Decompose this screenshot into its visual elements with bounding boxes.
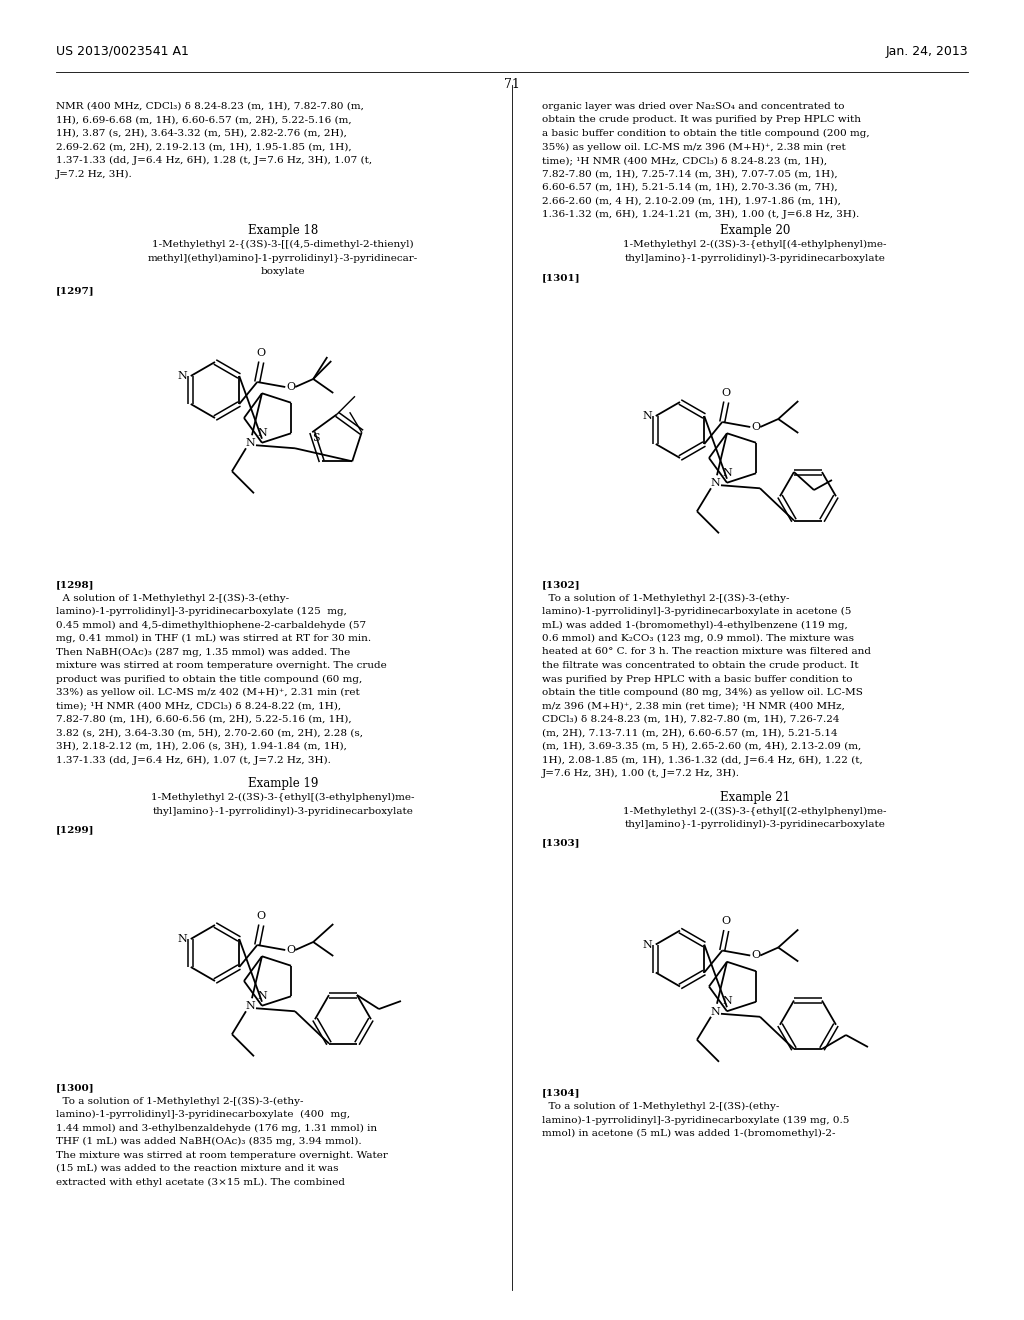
Text: mL) was added 1-(bromomethyl)-4-ethylbenzene (119 mg,: mL) was added 1-(bromomethyl)-4-ethylben… xyxy=(542,620,848,630)
Text: boxylate: boxylate xyxy=(261,267,305,276)
Text: 35%) as yellow oil. LC-MS m/z 396 (M+H)⁺, 2.38 min (ret: 35%) as yellow oil. LC-MS m/z 396 (M+H)⁺… xyxy=(542,143,846,152)
Text: To a solution of 1-Methylethyl 2-[(3S)-3-(ethy-: To a solution of 1-Methylethyl 2-[(3S)-3… xyxy=(542,594,790,603)
Text: US 2013/0023541 A1: US 2013/0023541 A1 xyxy=(56,45,188,58)
Text: methyl](ethyl)amino]-1-pyrrolidinyl}-3-pyridinecar-: methyl](ethyl)amino]-1-pyrrolidinyl}-3-p… xyxy=(147,253,418,263)
Text: N: N xyxy=(178,935,187,944)
Text: J=7.6 Hz, 3H), 1.00 (t, J=7.2 Hz, 3H).: J=7.6 Hz, 3H), 1.00 (t, J=7.2 Hz, 3H). xyxy=(542,770,740,777)
Text: O: O xyxy=(257,911,266,921)
Text: heated at 60° C. for 3 h. The reaction mixture was filtered and: heated at 60° C. for 3 h. The reaction m… xyxy=(542,648,871,656)
Text: [1302]: [1302] xyxy=(542,579,581,589)
Text: THF (1 mL) was added NaBH(OAc)₃ (835 mg, 3.94 mmol).: THF (1 mL) was added NaBH(OAc)₃ (835 mg,… xyxy=(56,1137,361,1146)
Text: Jan. 24, 2013: Jan. 24, 2013 xyxy=(886,45,968,58)
Text: [1299]: [1299] xyxy=(56,825,94,834)
Text: 6.60-6.57 (m, 1H), 5.21-5.14 (m, 1H), 2.70-3.36 (m, 7H),: 6.60-6.57 (m, 1H), 5.21-5.14 (m, 1H), 2.… xyxy=(542,183,838,191)
Text: obtain the crude product. It was purified by Prep HPLC with: obtain the crude product. It was purifie… xyxy=(542,116,861,124)
Text: obtain the title compound (80 mg, 34%) as yellow oil. LC-MS: obtain the title compound (80 mg, 34%) a… xyxy=(542,688,863,697)
Text: Then NaBH(OAc)₃ (287 mg, 1.35 mmol) was added. The: Then NaBH(OAc)₃ (287 mg, 1.35 mmol) was … xyxy=(56,648,350,656)
Text: 7.82-7.80 (m, 1H), 7.25-7.14 (m, 3H), 7.07-7.05 (m, 1H),: 7.82-7.80 (m, 1H), 7.25-7.14 (m, 3H), 7.… xyxy=(542,169,838,178)
Text: N: N xyxy=(710,1007,720,1016)
Text: 1.37-1.33 (dd, J=6.4 Hz, 6H), 1.07 (t, J=7.2 Hz, 3H).: 1.37-1.33 (dd, J=6.4 Hz, 6H), 1.07 (t, J… xyxy=(56,755,331,764)
Text: a basic buffer condition to obtain the title compound (200 mg,: a basic buffer condition to obtain the t… xyxy=(542,129,869,139)
Text: 71: 71 xyxy=(504,78,520,91)
Text: 1H), 2.08-1.85 (m, 1H), 1.36-1.32 (dd, J=6.4 Hz, 6H), 1.22 (t,: 1H), 2.08-1.85 (m, 1H), 1.36-1.32 (dd, J… xyxy=(542,755,863,764)
Text: N: N xyxy=(722,997,732,1006)
Text: organic layer was dried over Na₂SO₄ and concentrated to: organic layer was dried over Na₂SO₄ and … xyxy=(542,102,845,111)
Text: 0.45 mmol) and 4,5-dimethylthiophene-2-carbaldehyde (57: 0.45 mmol) and 4,5-dimethylthiophene-2-c… xyxy=(56,620,367,630)
Text: The mixture was stirred at room temperature overnight. Water: The mixture was stirred at room temperat… xyxy=(56,1151,388,1159)
Text: N: N xyxy=(245,438,255,449)
Text: N: N xyxy=(722,467,732,478)
Text: 33%) as yellow oil. LC-MS m/z 402 (M+H)⁺, 2.31 min (ret: 33%) as yellow oil. LC-MS m/z 402 (M+H)⁺… xyxy=(56,688,359,697)
Text: O: O xyxy=(257,348,266,358)
Text: [1298]: [1298] xyxy=(56,579,94,589)
Text: 2.66-2.60 (m, 4 H), 2.10-2.09 (m, 1H), 1.97-1.86 (m, 1H),: 2.66-2.60 (m, 4 H), 2.10-2.09 (m, 1H), 1… xyxy=(542,197,841,206)
Text: 1.36-1.32 (m, 6H), 1.24-1.21 (m, 3H), 1.00 (t, J=6.8 Hz, 3H).: 1.36-1.32 (m, 6H), 1.24-1.21 (m, 3H), 1.… xyxy=(542,210,859,219)
Text: mg, 0.41 mmol) in THF (1 mL) was stirred at RT for 30 min.: mg, 0.41 mmol) in THF (1 mL) was stirred… xyxy=(56,634,371,643)
Text: mixture was stirred at room temperature overnight. The crude: mixture was stirred at room temperature … xyxy=(56,661,387,671)
Text: J=7.2 Hz, 3H).: J=7.2 Hz, 3H). xyxy=(56,169,133,178)
Text: N: N xyxy=(257,991,267,1001)
Text: To a solution of 1-Methylethyl 2-[(3S)-(ethy-: To a solution of 1-Methylethyl 2-[(3S)-(… xyxy=(542,1102,779,1111)
Text: 1H), 6.69-6.68 (m, 1H), 6.60-6.57 (m, 2H), 5.22-5.16 (m,: 1H), 6.69-6.68 (m, 1H), 6.60-6.57 (m, 2H… xyxy=(56,116,351,124)
Text: N: N xyxy=(178,371,187,381)
Text: 1.37-1.33 (dd, J=6.4 Hz, 6H), 1.28 (t, J=7.6 Hz, 3H), 1.07 (t,: 1.37-1.33 (dd, J=6.4 Hz, 6H), 1.28 (t, J… xyxy=(56,156,372,165)
Text: 2.69-2.62 (m, 2H), 2.19-2.13 (m, 1H), 1.95-1.85 (m, 1H),: 2.69-2.62 (m, 2H), 2.19-2.13 (m, 1H), 1.… xyxy=(56,143,351,152)
Text: N: N xyxy=(643,411,652,421)
Text: CDCl₃) δ 8.24-8.23 (m, 1H), 7.82-7.80 (m, 1H), 7.26-7.24: CDCl₃) δ 8.24-8.23 (m, 1H), 7.82-7.80 (m… xyxy=(542,715,840,723)
Text: [1297]: [1297] xyxy=(56,286,94,296)
Text: 0.6 mmol) and K₂CO₃ (123 mg, 0.9 mmol). The mixture was: 0.6 mmol) and K₂CO₃ (123 mg, 0.9 mmol). … xyxy=(542,634,854,643)
Text: (15 mL) was added to the reaction mixture and it was: (15 mL) was added to the reaction mixtur… xyxy=(56,1164,339,1173)
Text: 1-Methylethyl 2-{(3S)-3-[[(4,5-dimethyl-2-thienyl): 1-Methylethyl 2-{(3S)-3-[[(4,5-dimethyl-… xyxy=(153,240,414,249)
Text: A solution of 1-Methylethyl 2-[(3S)-3-(ethy-: A solution of 1-Methylethyl 2-[(3S)-3-(e… xyxy=(56,594,289,603)
Text: 3.82 (s, 2H), 3.64-3.30 (m, 5H), 2.70-2.60 (m, 2H), 2.28 (s,: 3.82 (s, 2H), 3.64-3.30 (m, 5H), 2.70-2.… xyxy=(56,729,362,738)
Text: Example 20: Example 20 xyxy=(720,224,791,238)
Text: O: O xyxy=(287,381,296,392)
Text: 1-Methylethyl 2-((3S)-3-{ethyl[(3-ethylphenyl)me-: 1-Methylethyl 2-((3S)-3-{ethyl[(3-ethylp… xyxy=(152,793,415,803)
Text: lamino)-1-pyrrolidinyl]-3-pyridinecarboxylate in acetone (5: lamino)-1-pyrrolidinyl]-3-pyridinecarbox… xyxy=(542,607,851,616)
Text: Example 21: Example 21 xyxy=(720,791,791,804)
Text: Example 19: Example 19 xyxy=(248,777,318,789)
Text: 1H), 3.87 (s, 2H), 3.64-3.32 (m, 5H), 2.82-2.76 (m, 2H),: 1H), 3.87 (s, 2H), 3.64-3.32 (m, 5H), 2.… xyxy=(56,129,347,139)
Text: lamino)-1-pyrrolidinyl]-3-pyridinecarboxylate  (400  mg,: lamino)-1-pyrrolidinyl]-3-pyridinecarbox… xyxy=(56,1110,350,1119)
Text: time); ¹H NMR (400 MHz, CDCl₃) δ 8.24-8.22 (m, 1H),: time); ¹H NMR (400 MHz, CDCl₃) δ 8.24-8.… xyxy=(56,701,341,710)
Text: product was purified to obtain the title compound (60 mg,: product was purified to obtain the title… xyxy=(56,675,362,684)
Text: mmol) in acetone (5 mL) was added 1-(bromomethyl)-2-: mmol) in acetone (5 mL) was added 1-(bro… xyxy=(542,1129,836,1138)
Text: N: N xyxy=(245,1002,255,1011)
Text: O: O xyxy=(752,950,761,961)
Text: N: N xyxy=(257,428,267,438)
Text: thyl]amino}-1-pyrrolidinyl)-3-pyridinecarboxylate: thyl]amino}-1-pyrrolidinyl)-3-pyridineca… xyxy=(625,253,886,263)
Text: thyl]amino}-1-pyrrolidinyl)-3-pyridinecarboxylate: thyl]amino}-1-pyrrolidinyl)-3-pyridineca… xyxy=(625,820,886,829)
Text: 1-Methylethyl 2-((3S)-3-{ethyl[(2-ethylphenyl)me-: 1-Methylethyl 2-((3S)-3-{ethyl[(2-ethylp… xyxy=(624,807,887,816)
Text: 1.44 mmol) and 3-ethylbenzaldehyde (176 mg, 1.31 mmol) in: 1.44 mmol) and 3-ethylbenzaldehyde (176 … xyxy=(56,1123,377,1133)
Text: N: N xyxy=(643,940,652,949)
Text: O: O xyxy=(752,422,761,432)
Text: (m, 2H), 7.13-7.11 (m, 2H), 6.60-6.57 (m, 1H), 5.21-5.14: (m, 2H), 7.13-7.11 (m, 2H), 6.60-6.57 (m… xyxy=(542,729,838,738)
Text: N: N xyxy=(710,478,720,488)
Text: 1-Methylethyl 2-((3S)-3-{ethyl[(4-ethylphenyl)me-: 1-Methylethyl 2-((3S)-3-{ethyl[(4-ethylp… xyxy=(624,240,887,249)
Text: O: O xyxy=(287,945,296,954)
Text: NMR (400 MHz, CDCl₃) δ 8.24-8.23 (m, 1H), 7.82-7.80 (m,: NMR (400 MHz, CDCl₃) δ 8.24-8.23 (m, 1H)… xyxy=(56,102,364,111)
Text: thyl]amino}-1-pyrrolidinyl)-3-pyridinecarboxylate: thyl]amino}-1-pyrrolidinyl)-3-pyridineca… xyxy=(153,807,414,816)
Text: [1303]: [1303] xyxy=(542,838,581,847)
Text: [1304]: [1304] xyxy=(542,1089,581,1097)
Text: m/z 396 (M+H)⁺, 2.38 min (ret time); ¹H NMR (400 MHz,: m/z 396 (M+H)⁺, 2.38 min (ret time); ¹H … xyxy=(542,701,845,710)
Text: 3H), 2.18-2.12 (m, 1H), 2.06 (s, 3H), 1.94-1.84 (m, 1H),: 3H), 2.18-2.12 (m, 1H), 2.06 (s, 3H), 1.… xyxy=(56,742,347,751)
Text: O: O xyxy=(722,916,731,927)
Text: S: S xyxy=(312,433,321,444)
Text: 7.82-7.80 (m, 1H), 6.60-6.56 (m, 2H), 5.22-5.16 (m, 1H),: 7.82-7.80 (m, 1H), 6.60-6.56 (m, 2H), 5.… xyxy=(56,715,351,723)
Text: [1301]: [1301] xyxy=(542,273,581,282)
Text: extracted with ethyl acetate (3×15 mL). The combined: extracted with ethyl acetate (3×15 mL). … xyxy=(56,1177,345,1187)
Text: the filtrate was concentrated to obtain the crude product. It: the filtrate was concentrated to obtain … xyxy=(542,661,859,671)
Text: Example 18: Example 18 xyxy=(248,224,318,238)
Text: [1300]: [1300] xyxy=(56,1082,94,1092)
Text: O: O xyxy=(722,388,731,399)
Text: lamino)-1-pyrrolidinyl]-3-pyridinecarboxylate (125  mg,: lamino)-1-pyrrolidinyl]-3-pyridinecarbox… xyxy=(56,607,347,616)
Text: To a solution of 1-Methylethyl 2-[(3S)-3-(ethy-: To a solution of 1-Methylethyl 2-[(3S)-3… xyxy=(56,1097,303,1106)
Text: time); ¹H NMR (400 MHz, CDCl₃) δ 8.24-8.23 (m, 1H),: time); ¹H NMR (400 MHz, CDCl₃) δ 8.24-8.… xyxy=(542,156,827,165)
Text: lamino)-1-pyrrolidinyl]-3-pyridinecarboxylate (139 mg, 0.5: lamino)-1-pyrrolidinyl]-3-pyridinecarbox… xyxy=(542,1115,849,1125)
Text: (m, 1H), 3.69-3.35 (m, 5 H), 2.65-2.60 (m, 4H), 2.13-2.09 (m,: (m, 1H), 3.69-3.35 (m, 5 H), 2.65-2.60 (… xyxy=(542,742,861,751)
Text: was purified by Prep HPLC with a basic buffer condition to: was purified by Prep HPLC with a basic b… xyxy=(542,675,853,684)
